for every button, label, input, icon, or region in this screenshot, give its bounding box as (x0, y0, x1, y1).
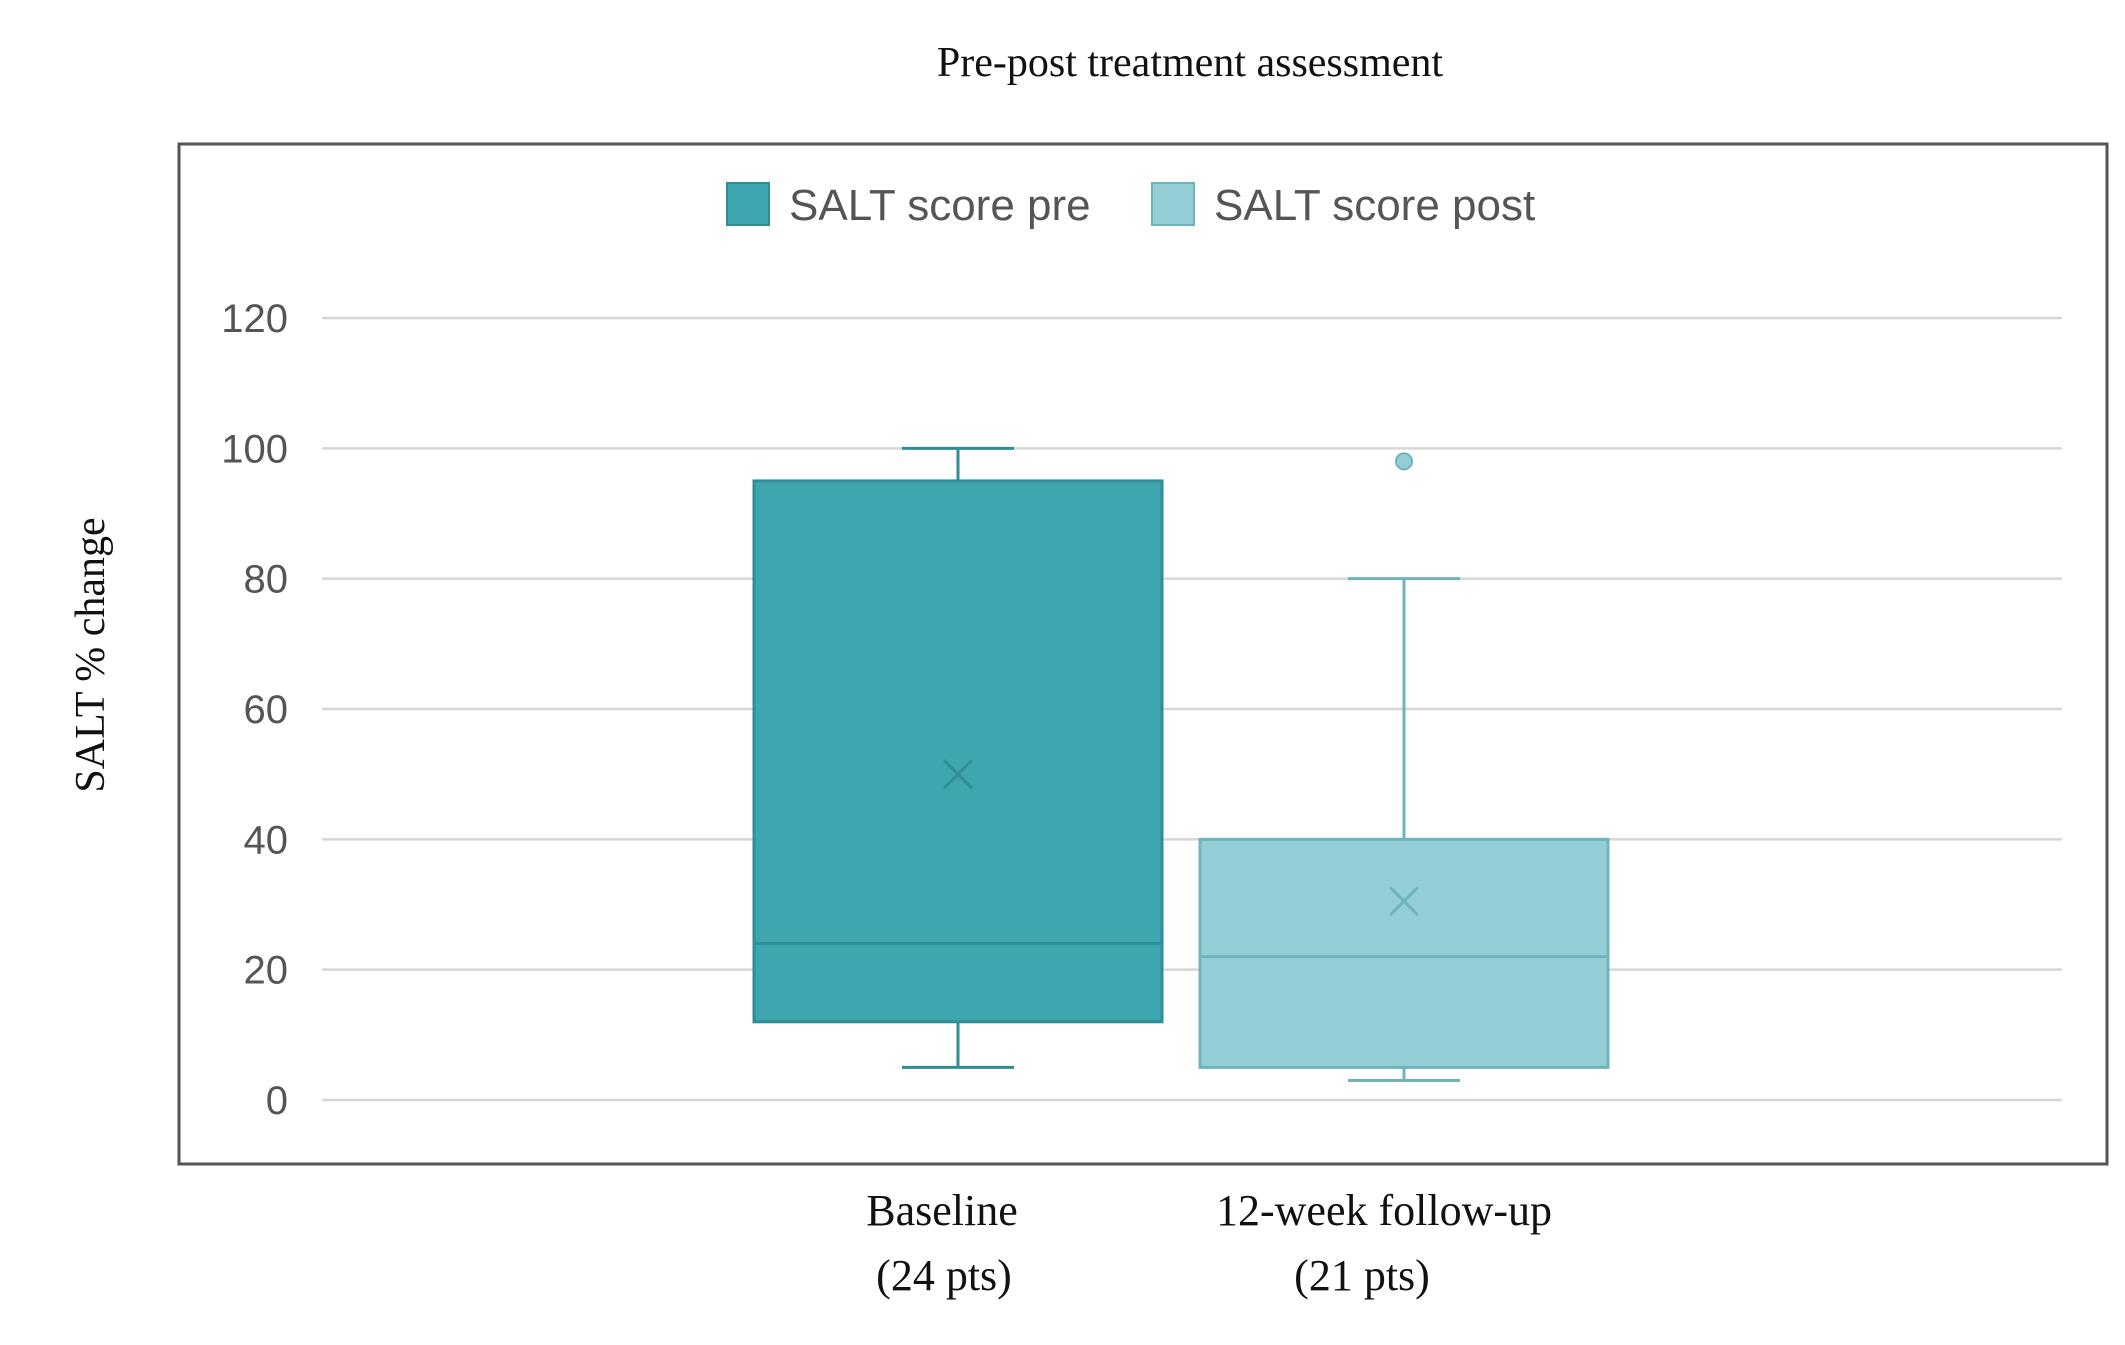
y-tick-label: 20 (244, 949, 289, 993)
y-tick-label: 80 (244, 558, 289, 602)
x-category-1: 12-week follow-up (21 pts) (1216, 1186, 1552, 1300)
x-axis-categories: Baseline (24 pts) 12-week follow-up (21 pts… (866, 1186, 1552, 1300)
iqr-box (752, 479, 1164, 1024)
box-0 (752, 446, 1164, 1069)
x-category-label: 12-week follow-up (1216, 1186, 1552, 1235)
legend-swatch (1151, 182, 1195, 226)
legend-label: SALT score pre (789, 181, 1091, 230)
mean-marker (1388, 886, 1420, 917)
iqr-box (1198, 837, 1610, 1069)
y-tick-label: 60 (244, 688, 289, 732)
x-category-sublabel: (24 pts) (876, 1251, 1012, 1300)
x-category-sublabel: (21 pts) (1294, 1251, 1430, 1300)
y-tick-label: 0 (266, 1079, 288, 1123)
outlier-point (1395, 452, 1413, 471)
y-tick-label: 100 (221, 427, 288, 471)
y-axis-label: SALT % change (68, 517, 114, 792)
y-axis-ticks: 0 20 40 60 80 100 120 (221, 297, 288, 1123)
x-category-0: Baseline (24 pts) (866, 1186, 1018, 1300)
mean-marker (942, 759, 974, 790)
boxes (752, 446, 1610, 1082)
legend: SALT score pre SALT score post (726, 181, 1535, 230)
legend-entry-1: SALT score post (1151, 181, 1535, 230)
y-tick-label: 120 (221, 297, 288, 341)
box-1 (1198, 452, 1610, 1082)
grid-lines (322, 316, 2062, 1102)
chart-title: Pre-post treatment assessment (937, 40, 1444, 86)
plot-frame (177, 142, 2109, 1166)
legend-swatch (726, 182, 770, 226)
legend-label: SALT score post (1214, 181, 1535, 230)
legend-entry-0: SALT score pre (726, 181, 1091, 230)
y-tick-label: 40 (244, 818, 289, 862)
x-category-label: Baseline (866, 1186, 1018, 1235)
